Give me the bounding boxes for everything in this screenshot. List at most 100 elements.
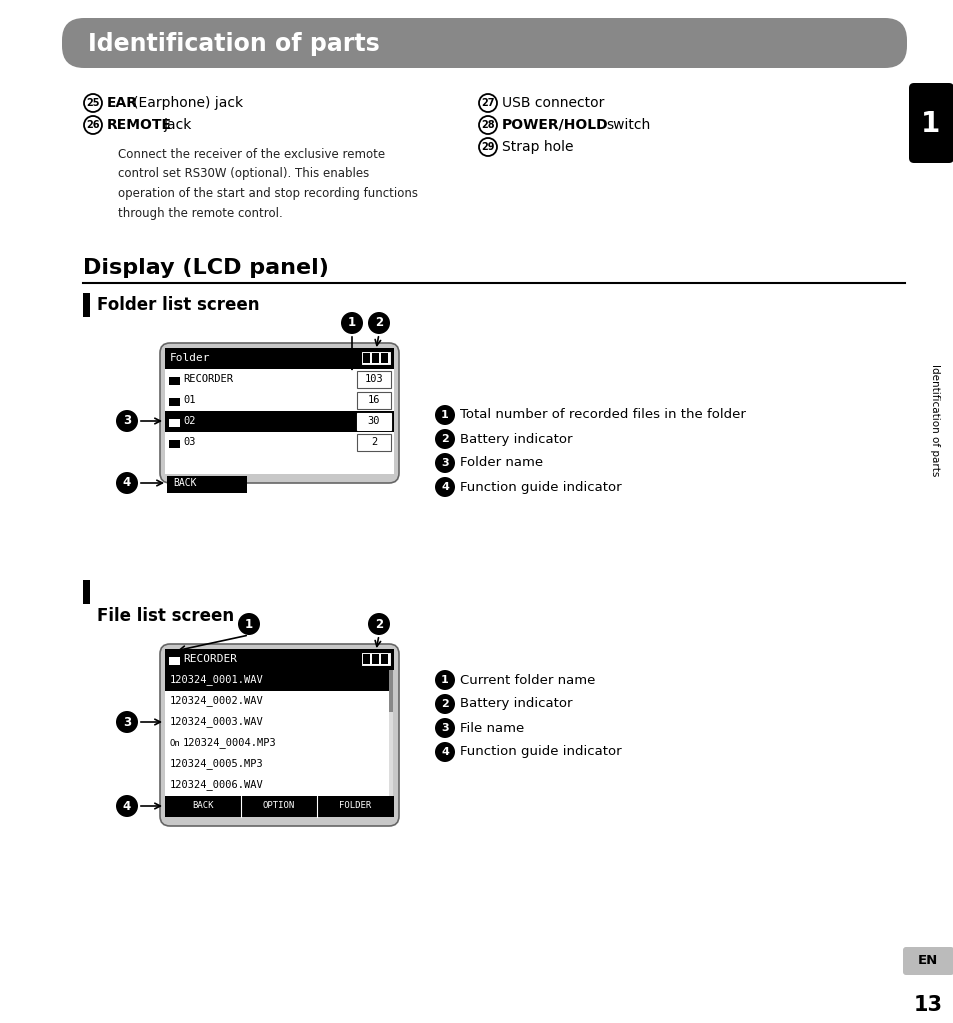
- Text: jack: jack: [163, 118, 192, 132]
- Bar: [372, 654, 378, 664]
- Bar: [356, 371, 391, 388]
- Text: Total number of recorded files in the folder: Total number of recorded files in the fo…: [459, 408, 745, 421]
- Text: POWER/HOLD: POWER/HOLD: [501, 118, 608, 132]
- Circle shape: [435, 477, 455, 497]
- Text: EN: EN: [917, 954, 937, 968]
- Text: REMOTE: REMOTE: [107, 118, 172, 132]
- Bar: [165, 754, 389, 775]
- Text: Folder: Folder: [170, 353, 211, 363]
- Bar: [391, 355, 394, 361]
- Text: 120324_0001.WAV: 120324_0001.WAV: [170, 674, 263, 685]
- Text: Connect the receiver of the exclusive remote
control set RS30W (optional). This : Connect the receiver of the exclusive re…: [118, 148, 417, 220]
- FancyBboxPatch shape: [62, 18, 906, 68]
- Text: 25: 25: [86, 98, 100, 108]
- Text: 4: 4: [440, 747, 449, 757]
- Bar: [169, 420, 173, 424]
- Text: Battery indicator: Battery indicator: [459, 698, 572, 711]
- Text: 4: 4: [123, 477, 131, 489]
- Circle shape: [435, 742, 455, 762]
- Bar: [169, 398, 180, 406]
- Bar: [165, 649, 394, 670]
- Text: 4: 4: [440, 482, 449, 492]
- Text: 120324_0003.WAV: 120324_0003.WAV: [170, 716, 263, 727]
- FancyBboxPatch shape: [160, 644, 398, 826]
- Bar: [363, 654, 370, 664]
- Text: 30: 30: [367, 416, 380, 426]
- Text: switch: switch: [605, 118, 650, 132]
- Text: File list screen: File list screen: [97, 607, 233, 625]
- Text: 3: 3: [123, 414, 131, 428]
- Circle shape: [116, 711, 138, 733]
- Bar: [165, 369, 394, 390]
- Bar: [169, 377, 180, 385]
- Bar: [389, 670, 393, 712]
- Bar: [360, 351, 391, 365]
- Bar: [165, 691, 389, 712]
- Bar: [360, 652, 391, 666]
- Text: OPTION: OPTION: [263, 801, 294, 810]
- Text: Folder name: Folder name: [459, 456, 542, 470]
- Text: 2: 2: [371, 437, 376, 447]
- Text: 3: 3: [123, 715, 131, 728]
- Bar: [372, 353, 378, 363]
- Text: 29: 29: [480, 142, 495, 152]
- Text: USB connector: USB connector: [501, 96, 604, 110]
- Bar: [165, 453, 394, 474]
- Circle shape: [435, 429, 455, 449]
- Bar: [391, 656, 394, 662]
- Text: 1: 1: [440, 410, 449, 420]
- Text: (Earphone) jack: (Earphone) jack: [132, 96, 243, 110]
- Circle shape: [116, 795, 138, 817]
- Bar: [165, 796, 394, 817]
- Bar: [165, 733, 389, 754]
- Text: 4: 4: [123, 800, 131, 812]
- Bar: [169, 657, 180, 665]
- Text: File name: File name: [459, 721, 524, 735]
- Text: 03: 03: [183, 437, 195, 447]
- Text: Battery indicator: Battery indicator: [459, 433, 572, 445]
- Text: On: On: [170, 739, 180, 748]
- Text: FOLDER: FOLDER: [338, 801, 371, 810]
- Bar: [356, 413, 391, 430]
- Bar: [169, 440, 180, 448]
- Bar: [363, 353, 370, 363]
- Circle shape: [84, 116, 102, 134]
- Bar: [356, 434, 391, 451]
- Text: 1: 1: [440, 675, 449, 685]
- Text: Function guide indicator: Function guide indicator: [459, 481, 621, 493]
- Text: RECORDER: RECORDER: [183, 654, 236, 664]
- Circle shape: [478, 138, 497, 155]
- Text: 1: 1: [348, 316, 355, 329]
- Bar: [165, 775, 389, 796]
- Text: 2: 2: [440, 434, 449, 444]
- Text: 2: 2: [440, 699, 449, 709]
- Circle shape: [116, 410, 138, 432]
- Circle shape: [435, 694, 455, 714]
- Bar: [165, 670, 389, 691]
- Text: 1: 1: [921, 110, 940, 138]
- Bar: [169, 379, 173, 382]
- Circle shape: [237, 613, 260, 635]
- Circle shape: [84, 94, 102, 112]
- Text: 1: 1: [245, 618, 253, 630]
- Text: 28: 28: [480, 120, 495, 130]
- Bar: [165, 348, 394, 369]
- FancyBboxPatch shape: [902, 947, 953, 975]
- Text: Identification of parts: Identification of parts: [929, 364, 939, 476]
- Text: Current folder name: Current folder name: [459, 673, 595, 686]
- Text: 120324_0002.WAV: 120324_0002.WAV: [170, 696, 263, 707]
- Text: 120324_0004.MP3: 120324_0004.MP3: [183, 738, 276, 749]
- Text: 2: 2: [375, 618, 383, 630]
- Bar: [169, 658, 173, 662]
- Circle shape: [435, 718, 455, 738]
- Bar: [83, 580, 90, 604]
- Bar: [356, 392, 391, 409]
- Text: 13: 13: [913, 995, 942, 1015]
- Bar: [169, 441, 173, 445]
- Text: 27: 27: [480, 98, 495, 108]
- Text: Display (LCD panel): Display (LCD panel): [83, 258, 329, 278]
- Text: 2: 2: [375, 316, 383, 329]
- Text: 103: 103: [364, 374, 383, 384]
- Circle shape: [435, 670, 455, 690]
- Text: 16: 16: [367, 395, 380, 405]
